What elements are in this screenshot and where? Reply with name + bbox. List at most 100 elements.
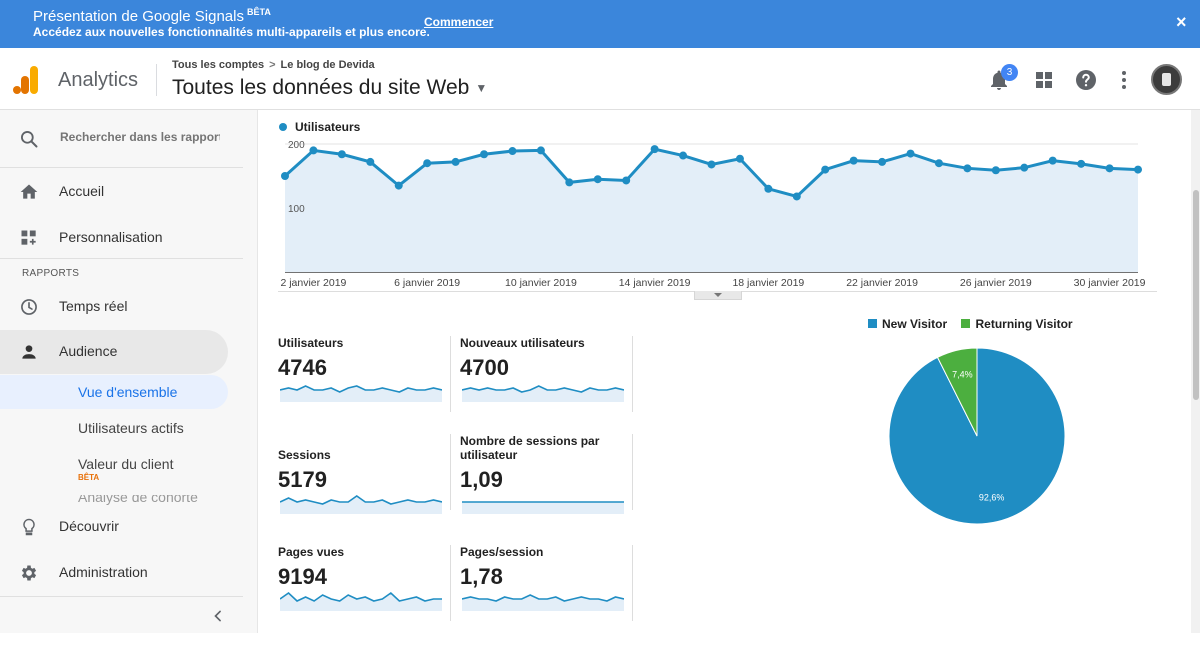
home-icon: [20, 184, 38, 199]
sidebar-subitem-overview[interactable]: Vue d'ensemble: [0, 375, 228, 409]
divider: [0, 596, 243, 597]
metric-divider: [632, 545, 633, 621]
metric-label: Pages vues: [278, 545, 345, 559]
sparkline: [462, 594, 624, 611]
search-input[interactable]: [60, 130, 220, 144]
sidebar-item-discover[interactable]: Découvrir: [0, 507, 243, 547]
data-point: [735, 154, 744, 163]
sidebar-item-label: Personnalisation: [59, 229, 163, 245]
sparkline: [280, 591, 442, 611]
x-tick-label: 26 janvier 2019: [960, 277, 1032, 289]
sparkline: [462, 385, 624, 402]
sidebar-subitem-lifetime-value[interactable]: Valeur du client BÊTA: [0, 447, 228, 485]
header-divider: [156, 64, 157, 96]
sidebar-subitem-cohort[interactable]: Analyse de cohorte: [78, 495, 228, 505]
legend-swatch: [868, 319, 877, 328]
sidebar-subitem-label: Analyse de cohorte: [78, 495, 198, 505]
y-tick-label: 100: [288, 204, 305, 215]
sidebar-subitem-label: Utilisateurs actifs: [78, 420, 184, 436]
sidebar-item-customization[interactable]: Personnalisation: [0, 218, 243, 258]
section-label-reports: RAPPORTS: [22, 268, 80, 279]
app-header: Analytics Tous les comptes > Le blog de De…: [0, 48, 1200, 110]
legend-label: Utilisateurs: [295, 120, 361, 134]
apps-grid-icon[interactable]: [1032, 68, 1056, 92]
data-point: [707, 160, 716, 169]
expand-chart-toggle[interactable]: [694, 291, 742, 300]
metric-label: Sessions: [278, 448, 331, 462]
help-icon[interactable]: [1074, 68, 1098, 92]
sidebar-item-label: Audience: [59, 343, 118, 359]
sparkline: [462, 501, 624, 514]
sparkline-area: [280, 496, 442, 514]
sidebar-item-home[interactable]: Accueil: [0, 172, 243, 212]
data-point: [650, 145, 659, 154]
data-point: [1077, 159, 1086, 168]
scrollbar-thumb[interactable]: [1193, 190, 1199, 400]
metric-pageviews[interactable]: Pages vues 9194: [278, 545, 450, 645]
data-point: [309, 146, 318, 155]
breadcrumb[interactable]: Tous les comptes > Le blog de Devida: [172, 59, 375, 71]
data-point: [963, 164, 972, 173]
sidebar-item-audience[interactable]: Audience: [0, 330, 228, 374]
metric-sessions[interactable]: Sessions 5179: [278, 448, 450, 548]
data-point: [423, 159, 432, 168]
beta-badge: BÊTA: [246, 7, 271, 17]
search-row: [0, 110, 243, 168]
breadcrumb-all-accounts[interactable]: Tous les comptes: [172, 59, 265, 71]
sidebar-item-admin[interactable]: Administration: [0, 553, 243, 593]
sidebar-subitem-label: Valeur du client: [78, 456, 174, 472]
metric-label: Pages/session: [460, 545, 544, 559]
data-point: [281, 172, 289, 180]
data-point: [1134, 165, 1142, 174]
data-point: [622, 176, 631, 185]
sidebar-item-label: Temps réel: [59, 298, 128, 314]
metric-divider: [450, 434, 451, 510]
data-point: [991, 166, 1000, 175]
search-icon: [21, 131, 38, 148]
legend-item-returning-visitor[interactable]: Returning Visitor: [961, 317, 1073, 331]
avatar[interactable]: [1151, 64, 1182, 95]
metric-pages-per-session[interactable]: Pages/session 1,78: [460, 545, 632, 645]
legend-swatch: [961, 319, 971, 328]
start-link[interactable]: Commencer: [424, 15, 494, 29]
legend-label: New Visitor: [882, 317, 948, 331]
analytics-logo-icon[interactable]: [13, 66, 39, 94]
y-tick-label: 200: [288, 140, 305, 151]
person-icon: [22, 345, 36, 359]
metric-sessions-per-user[interactable]: Nombre de sessions par utilisateur 1,09: [460, 434, 632, 534]
breadcrumb-account[interactable]: Le blog de Devida: [280, 59, 375, 71]
data-point: [849, 156, 858, 165]
sparkline-line: [280, 495, 442, 505]
notification-badge: 3: [1001, 64, 1018, 81]
data-point: [394, 181, 403, 190]
pie-slice-label: 7,4%: [952, 369, 973, 379]
caret-down-icon: ▼: [475, 81, 488, 96]
data-point: [906, 149, 915, 158]
metric-divider: [632, 336, 633, 412]
close-icon[interactable]: ×: [1176, 12, 1187, 32]
metric-value: 4700: [460, 355, 509, 380]
metric-value: 1,09: [460, 467, 503, 492]
lightbulb-icon: [23, 518, 35, 536]
metric-users[interactable]: Utilisateurs 4746: [278, 336, 450, 436]
view-selector[interactable]: Toutes les données du site Web ▼: [172, 76, 487, 100]
legend-label: Returning Visitor: [975, 317, 1073, 331]
sparkline: [280, 495, 442, 514]
metric-divider: [450, 545, 451, 621]
more-vert-icon[interactable]: [1112, 68, 1136, 92]
sparkline-line: [462, 385, 624, 393]
metric-new-users[interactable]: Nouveaux utilisateurs 4700: [460, 336, 632, 436]
data-point: [934, 159, 943, 168]
legend-item-new-visitor[interactable]: New Visitor: [868, 317, 947, 331]
pie-slice-label: 92,6%: [979, 493, 1005, 503]
gear-icon: [21, 565, 37, 581]
sparkline-line: [462, 594, 624, 602]
sidebar-item-realtime[interactable]: Temps réel: [0, 287, 243, 327]
sidebar-subitem-active-users[interactable]: Utilisateurs actifs: [0, 411, 228, 445]
legend-marker: [279, 123, 287, 131]
data-point: [1048, 156, 1057, 165]
chevron-left-icon[interactable]: [208, 606, 228, 626]
data-point: [536, 146, 545, 155]
metric-divider: [632, 434, 633, 510]
x-tick-label: 18 janvier 2019: [732, 277, 804, 289]
